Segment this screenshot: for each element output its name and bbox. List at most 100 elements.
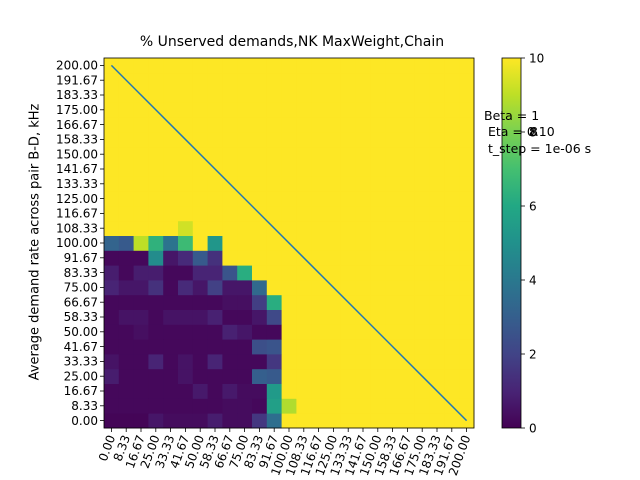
heatmap-cell: [444, 309, 460, 325]
heatmap-cell: [340, 117, 356, 133]
heatmap-cell: [385, 58, 401, 74]
heatmap-cell: [355, 220, 371, 236]
heatmap-cell: [207, 368, 223, 384]
heatmap-cell: [252, 265, 268, 281]
heatmap-cell: [429, 368, 445, 384]
heatmap-cell: [178, 309, 194, 325]
heatmap-cell: [104, 176, 120, 192]
y-tick-label: 91.67: [64, 251, 98, 265]
heatmap-cell: [355, 191, 371, 207]
heatmap-cell: [222, 294, 238, 310]
heatmap-cell: [207, 413, 223, 429]
heatmap-cell: [370, 132, 386, 148]
heatmap-cell: [414, 354, 430, 370]
heatmap-cell: [400, 72, 416, 88]
heatmap-cell: [163, 368, 179, 384]
heatmap-cell: [355, 324, 371, 340]
heatmap-cell: [163, 206, 179, 222]
y-tick-label: 16.67: [64, 384, 98, 398]
heatmap-cell: [459, 176, 475, 192]
heatmap-cell: [222, 413, 238, 429]
heatmap-cell: [192, 206, 208, 222]
heatmap-cell: [207, 324, 223, 340]
heatmap-cell: [222, 250, 238, 266]
heatmap-cell: [148, 206, 164, 222]
heatmap-cell: [104, 72, 120, 88]
heatmap-cell: [133, 176, 149, 192]
heatmap-cell: [400, 309, 416, 325]
heatmap-cell: [252, 58, 268, 74]
heatmap-cell: [148, 250, 164, 266]
heatmap-cell: [459, 250, 475, 266]
heatmap-cell: [355, 339, 371, 355]
heatmap-cell: [444, 250, 460, 266]
heatmap-cell: [326, 58, 342, 74]
heatmap-cell: [355, 294, 371, 310]
heatmap-cell: [400, 87, 416, 103]
heatmap-cell: [148, 191, 164, 207]
heatmap-cell: [148, 176, 164, 192]
heatmap-cell: [281, 280, 297, 296]
heatmap-cell: [252, 146, 268, 162]
heatmap-cell: [385, 294, 401, 310]
heatmap-cell: [326, 235, 342, 251]
heatmap-cell: [104, 161, 120, 177]
heatmap-cell: [370, 72, 386, 88]
heatmap-cell: [222, 87, 238, 103]
heatmap-cell: [385, 72, 401, 88]
heatmap-cell: [296, 132, 312, 148]
heatmap-cell: [459, 265, 475, 281]
heatmap-cell: [400, 102, 416, 118]
heatmap-cell: [237, 206, 253, 222]
heatmap-cell: [118, 117, 134, 133]
heatmap-cell: [370, 413, 386, 429]
heatmap-cell: [178, 220, 194, 236]
heatmap-cell: [400, 146, 416, 162]
heatmap-cell: [326, 161, 342, 177]
heatmap-cell: [444, 413, 460, 429]
heatmap-cell: [252, 294, 268, 310]
y-tick-label: 100.00: [56, 236, 98, 250]
heatmap-cell: [281, 102, 297, 118]
heatmap-cell: [104, 206, 120, 222]
heatmap-cell: [429, 265, 445, 281]
heatmap-cell: [237, 368, 253, 384]
heatmap-cell: [459, 206, 475, 222]
heatmap-cell: [340, 206, 356, 222]
heatmap-cell: [266, 354, 282, 370]
heatmap-cell: [266, 206, 282, 222]
heatmap-cell: [385, 383, 401, 399]
heatmap-cell: [311, 72, 327, 88]
heatmap-cell: [178, 206, 194, 222]
heatmap-cell: [311, 87, 327, 103]
heatmap-cell: [104, 87, 120, 103]
heatmap-cell: [296, 309, 312, 325]
heatmap-cell: [326, 176, 342, 192]
heatmap-cell: [163, 354, 179, 370]
heatmap-cell: [296, 87, 312, 103]
heatmap-cell: [133, 161, 149, 177]
heatmap-cell: [340, 161, 356, 177]
heatmap-cell: [429, 72, 445, 88]
heatmap-cell: [296, 161, 312, 177]
heatmap-cell: [414, 250, 430, 266]
heatmap-cell: [237, 383, 253, 399]
heatmap-cell: [459, 117, 475, 133]
heatmap-cell: [281, 413, 297, 429]
heatmap-cell: [163, 265, 179, 281]
heatmap-cell: [133, 206, 149, 222]
heatmap-cell: [311, 132, 327, 148]
heatmap-cell: [163, 58, 179, 74]
heatmap-cell: [370, 102, 386, 118]
heatmap-cell: [326, 398, 342, 414]
heatmap-cell: [118, 383, 134, 399]
heatmap-cell: [163, 294, 179, 310]
heatmap-cell: [281, 146, 297, 162]
heatmap-cell: [252, 324, 268, 340]
heatmap-cell: [222, 280, 238, 296]
y-tick-label: 200.00: [56, 59, 98, 73]
heatmap-cell: [222, 220, 238, 236]
heatmap-cell: [252, 87, 268, 103]
heatmap-cell: [163, 220, 179, 236]
heatmap-cell: [311, 339, 327, 355]
